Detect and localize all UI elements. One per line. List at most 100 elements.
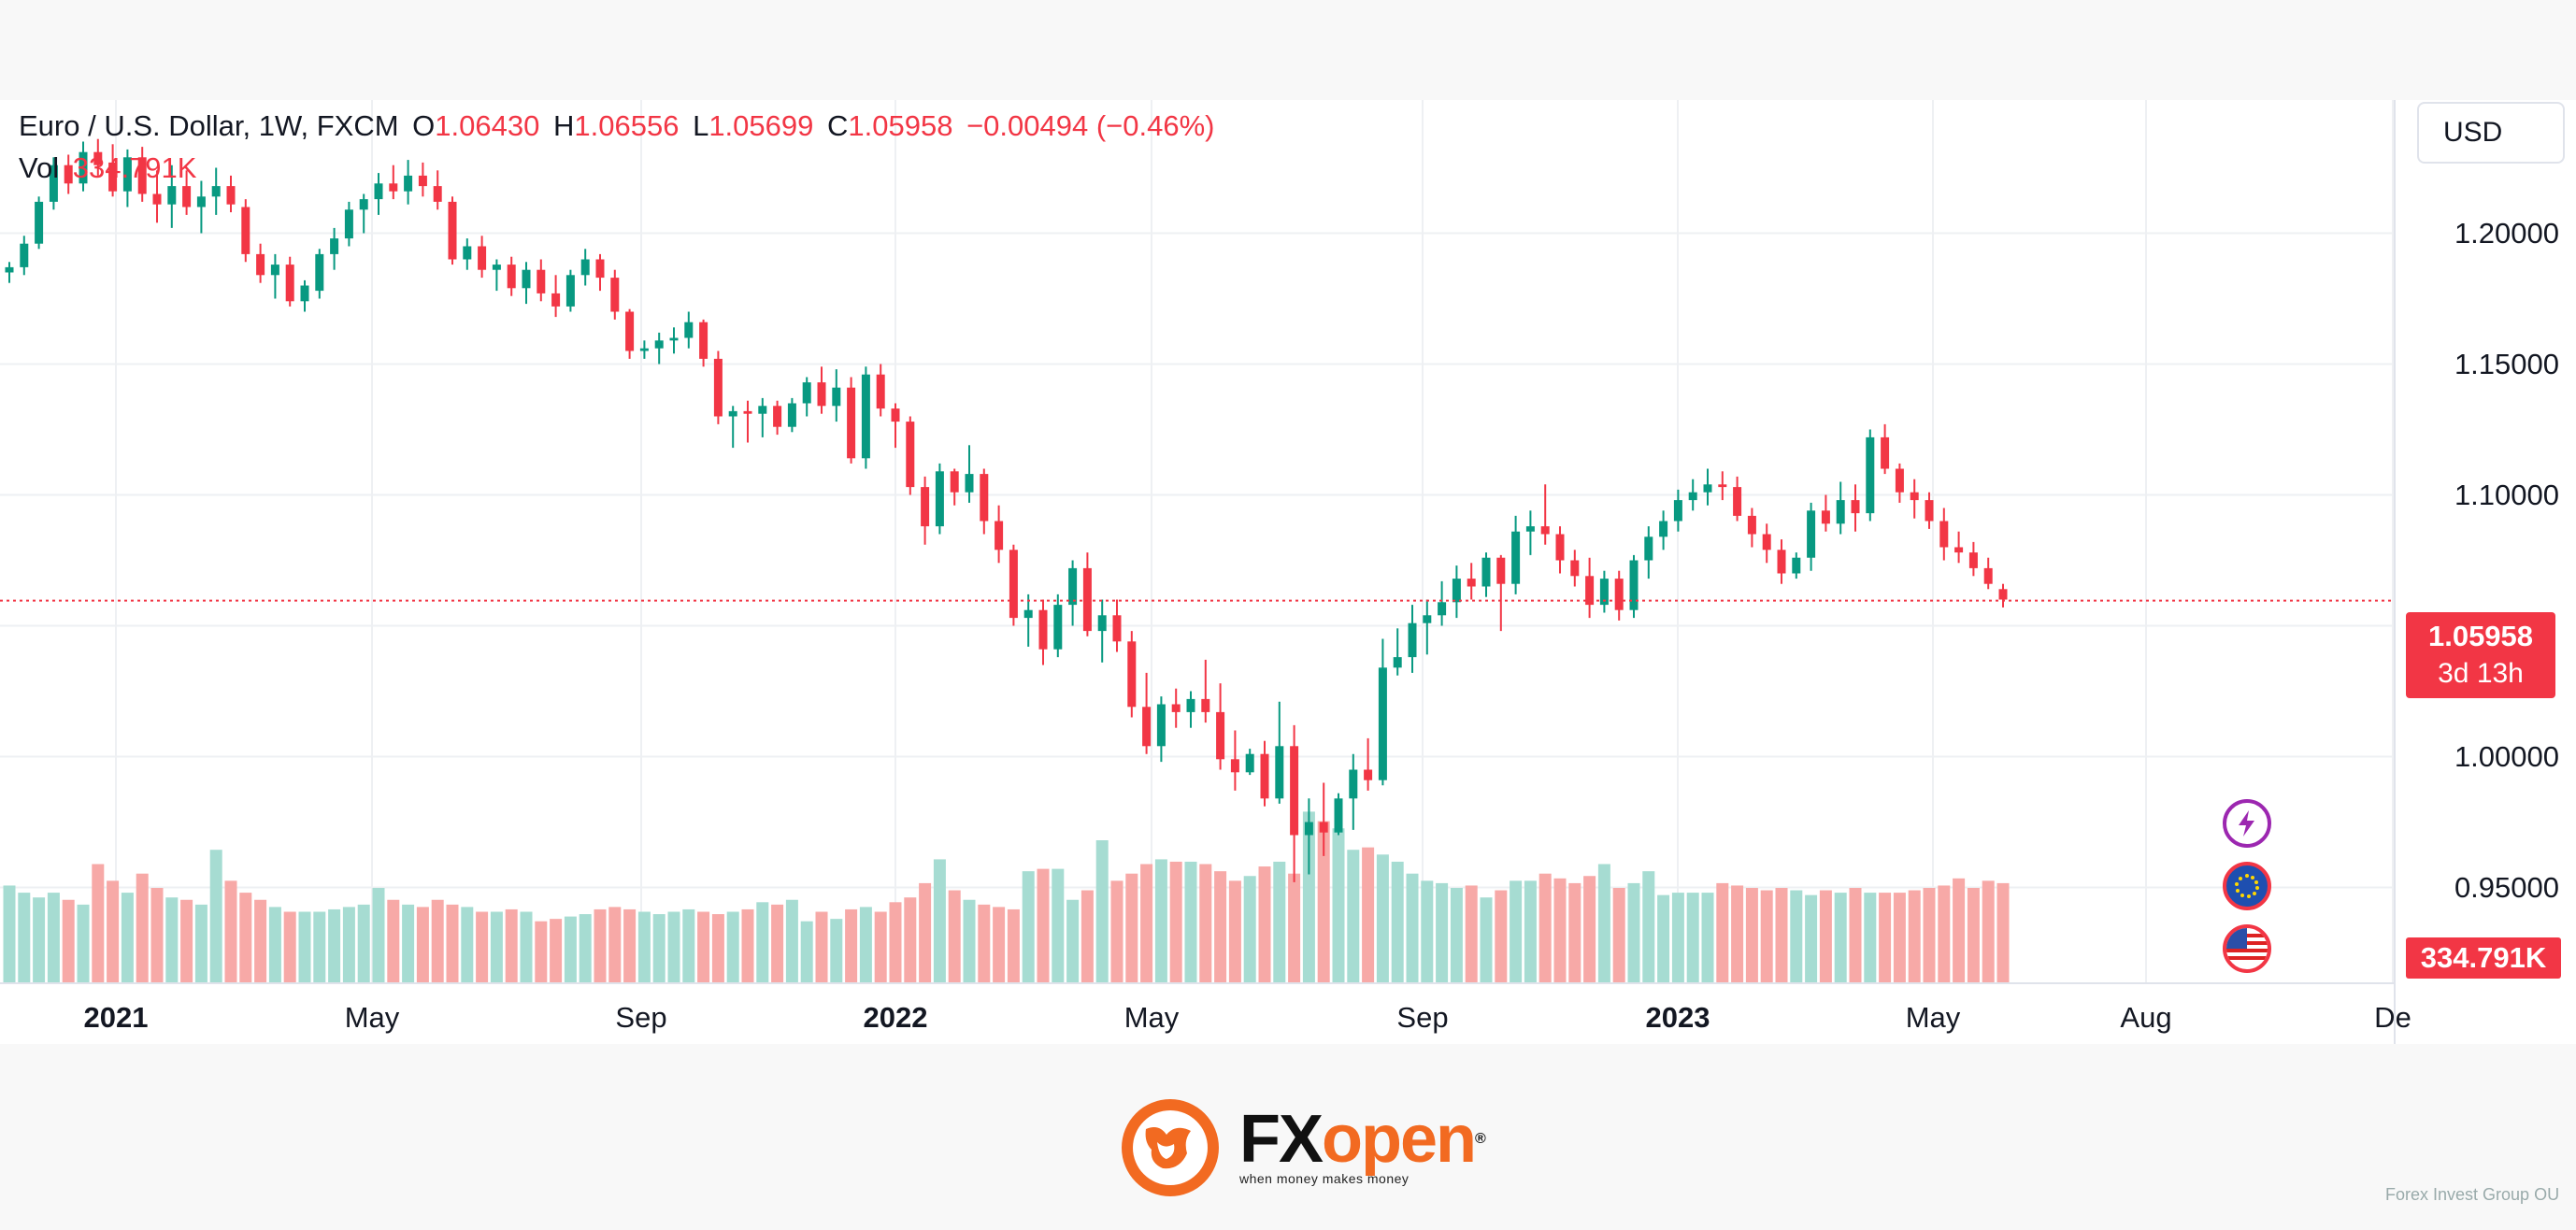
candle — [79, 141, 88, 192]
candle — [1038, 599, 1048, 665]
candle — [1186, 691, 1195, 728]
candle — [551, 275, 561, 318]
volume-bar — [667, 911, 680, 983]
candle — [404, 160, 413, 205]
candle-body — [1954, 547, 1964, 553]
volume-bar — [1080, 890, 1094, 983]
volume-legend: Vol 334.791K — [19, 151, 202, 185]
candle — [167, 164, 177, 228]
volume-bar — [1228, 880, 1241, 983]
bar-countdown: 3d 13h — [2438, 658, 2524, 689]
candle — [802, 377, 811, 417]
candle-body — [950, 471, 959, 493]
volume-bar — [1243, 876, 1256, 983]
eu-flag-icon[interactable] — [2223, 862, 2271, 910]
volume-bar — [1524, 880, 1537, 983]
candle — [285, 256, 294, 307]
candle — [35, 196, 44, 250]
candle — [565, 269, 575, 312]
volume-bar — [1790, 890, 1803, 983]
candle-body — [64, 164, 73, 184]
candle-body — [108, 162, 118, 192]
volume-bar — [594, 908, 607, 983]
chart-panel[interactable]: Euro / U.S. Dollar, 1W, FXCM O1.06430 H1… — [0, 100, 2576, 1044]
candle-body — [1866, 436, 1875, 514]
volume-bar — [564, 916, 577, 983]
candle — [137, 147, 147, 202]
candle-body — [20, 243, 29, 267]
volume-bar — [550, 919, 563, 983]
volume-bar — [194, 904, 208, 983]
volume-bar — [785, 899, 798, 983]
candle — [935, 463, 944, 535]
last-price-tag: 1.05958 3d 13h — [2406, 612, 2555, 698]
candle — [108, 144, 118, 197]
bull-logo-icon — [1122, 1099, 1219, 1196]
volume-bar — [608, 907, 622, 983]
candle-body — [1260, 753, 1269, 799]
candle — [5, 262, 14, 283]
volume-bar — [874, 911, 887, 983]
candle-body — [1629, 560, 1639, 610]
candle-body — [861, 374, 870, 459]
logo-tagline: when money makes money — [1239, 1171, 1410, 1186]
candle-body — [1097, 615, 1107, 632]
candle-body — [492, 265, 501, 270]
close-value: 1.05958 — [848, 109, 953, 142]
candle-body — [1599, 579, 1609, 606]
candle — [330, 227, 339, 270]
volume-bar — [372, 888, 385, 983]
volume-bar — [1037, 868, 1050, 983]
candle — [64, 154, 73, 194]
candle — [1792, 552, 1801, 579]
candle-body — [1983, 567, 1993, 584]
volume-bar — [637, 911, 651, 983]
candle — [1378, 638, 1387, 786]
candle-body — [359, 199, 368, 210]
volume-bar — [1465, 885, 1478, 983]
candle-body — [1688, 492, 1697, 501]
candle — [448, 196, 457, 265]
volume-bar — [1864, 893, 1877, 983]
x-tick-label: Sep — [615, 1001, 667, 1034]
volume-bar — [1642, 871, 1655, 983]
candle — [1659, 510, 1668, 551]
volume-bar — [121, 893, 134, 983]
ohlc-legend: Euro / U.S. Dollar, 1W, FXCM O1.06430 H1… — [19, 109, 1221, 143]
candle-body — [758, 406, 767, 414]
candle-body — [448, 201, 457, 260]
candle — [832, 369, 841, 422]
candle — [580, 249, 590, 286]
candle — [492, 259, 501, 292]
candle — [1968, 541, 1978, 577]
candle-body — [847, 387, 856, 459]
candle-body — [1053, 605, 1063, 650]
candle-body — [182, 186, 192, 207]
low-label: L — [693, 109, 709, 142]
candlestick-chart[interactable] — [0, 100, 2576, 1044]
y-tick-label: 1.00000 — [2454, 739, 2559, 773]
volume-bar — [416, 907, 429, 983]
candle-body — [935, 471, 944, 527]
candle — [478, 236, 487, 279]
y-tick-label: 1.20000 — [2454, 216, 2559, 250]
volume-bar — [402, 904, 415, 983]
volume-bar — [1908, 890, 1921, 983]
candle-body — [728, 410, 737, 417]
candle — [1349, 753, 1358, 830]
currency-button[interactable]: USD — [2417, 102, 2565, 164]
candle-body — [1275, 746, 1284, 799]
candle-body — [906, 422, 915, 488]
candle — [669, 327, 679, 354]
us-flag-icon[interactable] — [2223, 924, 2271, 973]
candle-body — [1762, 534, 1771, 551]
candle — [1275, 701, 1284, 804]
candle-body — [1718, 484, 1727, 488]
volume-bar — [904, 897, 917, 983]
candle-body — [1673, 500, 1682, 522]
candle-body — [802, 382, 811, 404]
candle — [1599, 570, 1609, 613]
lightning-icon[interactable] — [2223, 799, 2271, 848]
volume-bar — [254, 899, 267, 983]
volume-bar — [1879, 893, 1892, 983]
